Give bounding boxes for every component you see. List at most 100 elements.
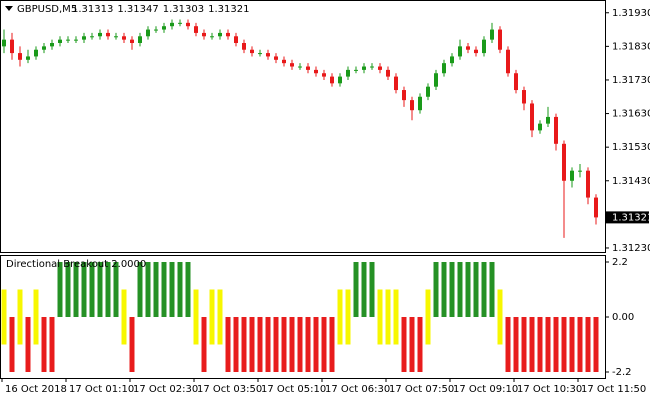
- indicator-bar: [49, 317, 55, 372]
- indicator-bar: [225, 317, 231, 372]
- candle-body: [506, 49, 510, 74]
- candle-body: [346, 69, 350, 77]
- candle-body: [570, 170, 574, 181]
- indicator-bar: [593, 317, 599, 372]
- menu-icon: [5, 6, 13, 11]
- candle-body: [314, 69, 318, 74]
- candle-body: [418, 96, 422, 111]
- candle-body: [450, 56, 454, 64]
- indicator-bar: [305, 317, 311, 372]
- candle-body: [218, 32, 222, 37]
- header-value: 1.31321: [208, 4, 249, 15]
- indicator-bar: [169, 262, 175, 317]
- indicator-bar: [65, 262, 71, 317]
- candle-body: [402, 90, 406, 101]
- candle-body: [130, 39, 134, 44]
- candle-body: [538, 123, 542, 131]
- indicator-bar: [25, 317, 31, 372]
- candle-body: [114, 36, 118, 38]
- candle-body: [26, 56, 30, 60]
- y-tick-label: 1.31530: [612, 142, 650, 153]
- indicator-bar: [121, 289, 127, 345]
- indicator-tick-label: -2.2: [612, 367, 632, 378]
- candle-body: [18, 53, 22, 60]
- indicator-bar: [41, 317, 47, 372]
- y-tick-label: 1.31830: [612, 41, 650, 52]
- candle-body: [82, 36, 86, 40]
- indicator-bar: [137, 262, 143, 317]
- indicator-bar: [449, 262, 455, 317]
- candle-body: [146, 29, 150, 37]
- candle-body: [66, 39, 70, 41]
- candle-body: [434, 73, 438, 87]
- indicator-bar: [73, 262, 79, 317]
- candle-body: [354, 69, 358, 71]
- candle-body: [274, 56, 278, 60]
- x-tick-label: 17 Oct 10:30: [517, 384, 582, 395]
- candle-body: [170, 22, 174, 27]
- indicator-bar: [521, 317, 527, 372]
- indicator-bar: [529, 317, 535, 372]
- indicator-bar: [361, 262, 367, 317]
- candle-body: [330, 76, 334, 84]
- candle-body: [2, 39, 6, 47]
- indicator-bar: [249, 317, 255, 372]
- last-price-box: [606, 211, 649, 224]
- y-tick-label: 1.31730: [612, 75, 650, 86]
- candle-body: [210, 36, 214, 38]
- candle-body: [482, 39, 486, 54]
- candle-body: [266, 53, 270, 57]
- indicator-bar: [217, 289, 223, 345]
- indicator-bar: [33, 289, 39, 345]
- candle-body: [322, 73, 326, 77]
- candle-body: [106, 32, 110, 37]
- indicator-bar: [425, 289, 431, 345]
- indicator-bar: [409, 317, 415, 372]
- indicator-bar: [17, 289, 23, 345]
- indicator-bar: [401, 317, 407, 372]
- y-tick-label: 1.31230: [612, 243, 650, 254]
- x-tick-label: 17 Oct 09:10: [453, 384, 518, 395]
- indicator-bar: [209, 289, 215, 345]
- indicator-bar: [513, 317, 519, 372]
- candle-body: [98, 32, 102, 37]
- indicator-bar: [233, 317, 239, 372]
- indicator-bar: [193, 289, 199, 345]
- candle-body: [586, 170, 590, 198]
- symbol: GBPUSD,M5: [17, 4, 77, 15]
- candle-body: [58, 39, 62, 44]
- header-value: 1.31347: [117, 4, 158, 15]
- candle-body: [410, 100, 414, 111]
- candle-body: [370, 66, 374, 68]
- indicator-bar: [321, 317, 327, 372]
- indicator-bar: [457, 262, 463, 317]
- indicator-bar: [545, 317, 551, 372]
- candle-body: [554, 116, 558, 144]
- x-tick-label: 17 Oct 02:30: [133, 384, 198, 395]
- indicator-bar: [489, 262, 495, 317]
- indicator-bar: [1, 289, 7, 345]
- candle-body: [594, 197, 598, 218]
- indicator-bar: [105, 262, 111, 317]
- candle-body: [562, 143, 566, 181]
- y-tick-label: 1.31930: [612, 8, 650, 19]
- candle-body: [514, 73, 518, 91]
- candle-body: [154, 29, 158, 31]
- indicator-bar: [57, 262, 63, 317]
- indicator-bar: [465, 262, 471, 317]
- x-tick-label: 17 Oct 03:50: [197, 384, 262, 395]
- candle-body: [138, 36, 142, 44]
- indicator-bar: [97, 262, 103, 317]
- candle-body: [378, 66, 382, 70]
- indicator-bar: [441, 262, 447, 317]
- candle-body: [530, 103, 534, 131]
- x-tick-label: 17 Oct 11:50: [581, 384, 646, 395]
- candle-body: [122, 36, 126, 40]
- indicator-bar: [161, 262, 167, 317]
- indicator-bar: [9, 317, 15, 372]
- indicator-bar: [473, 262, 479, 317]
- indicator-bar: [129, 317, 135, 372]
- indicator-bar: [481, 262, 487, 317]
- candle-body: [34, 49, 38, 57]
